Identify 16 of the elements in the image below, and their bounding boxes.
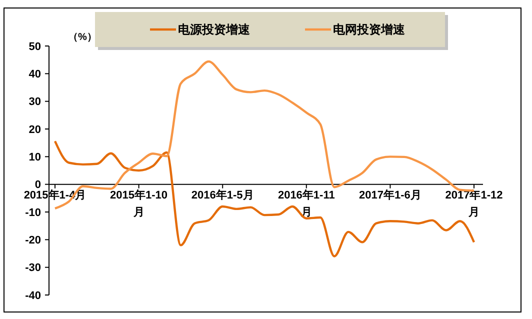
y-tick-label: 40: [28, 68, 41, 81]
y-tick-label: -20: [25, 234, 41, 247]
y-tick-label: 50: [28, 40, 41, 53]
y-tick-label: 30: [28, 96, 41, 108]
y-axis-title: （%）: [68, 32, 97, 43]
y-tick-label: -30: [25, 262, 41, 274]
y-tick-label: 0: [34, 179, 41, 192]
legend-label: 电源投资增速: [178, 22, 251, 37]
y-tick-label: 20: [28, 124, 41, 136]
legend-label: 电网投资增速: [333, 22, 406, 37]
x-tick-label: 2017年1-6月: [359, 188, 422, 202]
x-tick-label: 2015年1-10月: [110, 188, 168, 218]
y-tick-label: 10: [28, 152, 41, 164]
y-tick-label: -10: [25, 206, 41, 219]
y-tick-label: -40: [25, 290, 41, 302]
x-tick-label: 2016年1-5月: [191, 188, 254, 202]
